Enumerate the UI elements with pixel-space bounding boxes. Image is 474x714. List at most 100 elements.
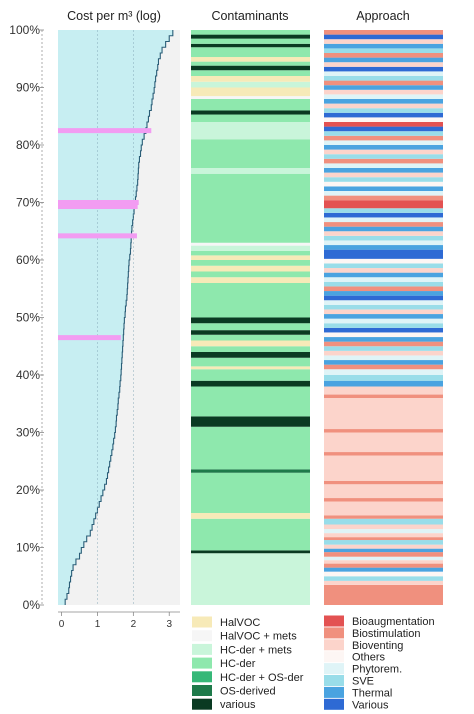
approach-band (324, 62, 443, 67)
approach-legend-swatch (324, 686, 344, 698)
approach-band (324, 186, 443, 191)
approach-band (324, 135, 443, 141)
approach-band (324, 314, 443, 319)
approach-band (324, 103, 443, 109)
contaminants-legend-swatch (192, 671, 212, 683)
approach-band (324, 212, 443, 218)
approach-band (324, 394, 443, 398)
approach-band (324, 380, 443, 387)
approach-band (324, 291, 443, 296)
approach-band (324, 222, 443, 227)
approach-band (324, 524, 443, 530)
approach-band (324, 323, 443, 328)
y-tick-label: 50% (16, 311, 40, 325)
approach-band (324, 154, 443, 159)
approach-band (324, 94, 443, 99)
approach-band (324, 112, 443, 118)
approach-band (324, 360, 443, 365)
approach-band (324, 455, 443, 481)
contaminant-band (191, 110, 310, 115)
contaminants-legend-swatch (192, 643, 212, 655)
approach-band (324, 272, 443, 278)
approach-legend-label: Bioventing (352, 640, 403, 652)
approach-band (324, 117, 443, 122)
y-tick-label: 70% (16, 196, 40, 210)
contaminant-band (191, 283, 310, 318)
approach-band (324, 200, 443, 209)
approach-legend-label: SVE (352, 676, 374, 688)
y-tick-label: 40% (16, 368, 40, 382)
approach-band (324, 386, 443, 395)
approach-band (324, 249, 443, 259)
approach-band (324, 140, 443, 145)
approach-band (324, 332, 443, 338)
contaminant-band (191, 472, 310, 513)
approach-legend-swatch (324, 639, 344, 651)
approach-band (324, 346, 443, 351)
y-tick-label: 10% (16, 541, 40, 555)
approach-band (324, 57, 443, 63)
approach-band (324, 576, 443, 581)
approach-band (324, 191, 443, 196)
approach-legend-swatch (324, 615, 344, 627)
approach-band (324, 30, 443, 35)
cost-panel-title: Cost per m³ (log) (67, 9, 161, 23)
approach-band (324, 240, 443, 246)
approach-band (324, 39, 443, 44)
approach-band (324, 245, 443, 250)
contaminant-band (191, 96, 310, 99)
contaminants-legend-label: HC-der + mets (220, 644, 292, 656)
approach-band (324, 281, 443, 287)
approach-band (324, 350, 443, 356)
approach-band (324, 195, 443, 201)
contaminants-legend-label: various (220, 699, 256, 711)
approach-band (324, 309, 443, 315)
approach-band (324, 398, 443, 430)
approach-band (324, 131, 443, 136)
approach-legend: BioaugmentationBiostimulationBioventingO… (324, 615, 435, 711)
approach-band (324, 580, 443, 585)
approach-band (324, 544, 443, 549)
x-axis: 0 1 2 3 (58, 611, 180, 630)
highlight-band (58, 200, 139, 205)
approach-band (324, 567, 443, 572)
contaminant-band (191, 43, 310, 48)
contaminant-band (191, 255, 310, 260)
contaminants-legend-swatch (192, 616, 212, 628)
contaminant-band (191, 277, 310, 283)
contaminant-band (191, 114, 310, 122)
approach-band (324, 263, 443, 269)
approach-band (324, 231, 443, 236)
contaminant-band (191, 330, 310, 335)
contaminant-band (191, 57, 310, 62)
highlight-band (58, 335, 121, 341)
contaminant-band (191, 34, 310, 39)
approach-band (324, 533, 443, 538)
approach-band (324, 364, 443, 370)
contaminant-band (191, 81, 310, 88)
approach-band (324, 43, 443, 49)
approach-band (324, 99, 443, 104)
contaminants-legend-swatch (192, 698, 212, 710)
approach-band (324, 108, 443, 113)
approach-band (324, 126, 443, 132)
contaminant-band (191, 518, 310, 551)
approach-band (324, 71, 443, 76)
cost-panel (58, 30, 180, 605)
approach-legend-swatch (324, 675, 344, 686)
approach-band (324, 277, 443, 282)
y-tick-label: 80% (16, 138, 40, 152)
approach-band (324, 452, 443, 456)
contaminant-band (191, 65, 310, 71)
contaminant-band (191, 242, 310, 246)
approach-band (324, 318, 443, 324)
approach-band (324, 235, 443, 241)
approach-band (324, 369, 443, 375)
approach-band (324, 484, 443, 499)
contaminant-band (191, 70, 310, 76)
approach-band (324, 145, 443, 150)
approach-band (324, 34, 443, 40)
contaminants-legend-label: HC-der + OS-der (220, 672, 304, 684)
contaminant-band (191, 47, 310, 58)
approach-band (324, 48, 443, 53)
